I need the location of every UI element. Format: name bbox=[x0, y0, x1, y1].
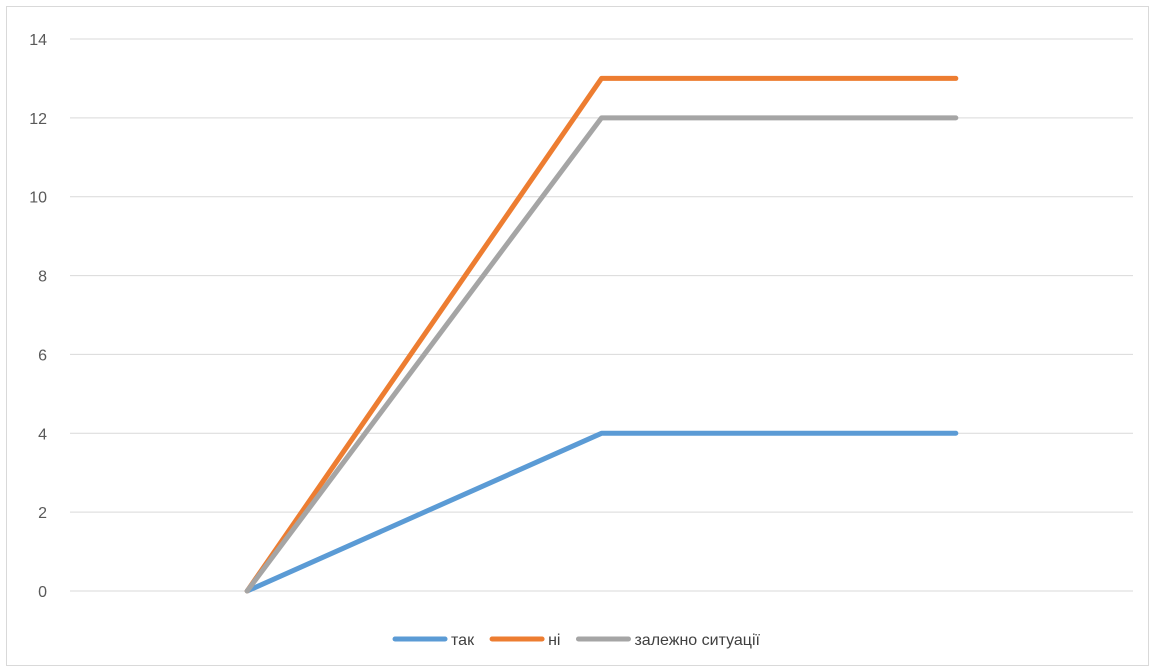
legend-label: ні bbox=[548, 632, 560, 649]
series-lines bbox=[244, 75, 959, 594]
y-tick-label: 10 bbox=[29, 190, 47, 207]
y-tick-label: 12 bbox=[29, 111, 47, 128]
legend-label: залежно ситуації bbox=[634, 632, 760, 649]
y-tick-label: 0 bbox=[38, 584, 47, 601]
legend-label: так bbox=[451, 632, 475, 649]
series-line-3 bbox=[244, 115, 959, 594]
y-tick-label: 4 bbox=[38, 426, 47, 443]
series-line-1 bbox=[244, 430, 959, 594]
y-tick-label: 8 bbox=[38, 269, 47, 286]
legend: так ні залежно ситуації bbox=[392, 632, 761, 649]
y-tick-label: 14 bbox=[29, 32, 47, 49]
series-line-2 bbox=[244, 75, 959, 594]
y-tick-label: 2 bbox=[38, 505, 47, 522]
y-axis: 0 2 4 6 8 10 12 14 bbox=[29, 32, 47, 601]
y-tick-label: 6 bbox=[38, 347, 47, 364]
